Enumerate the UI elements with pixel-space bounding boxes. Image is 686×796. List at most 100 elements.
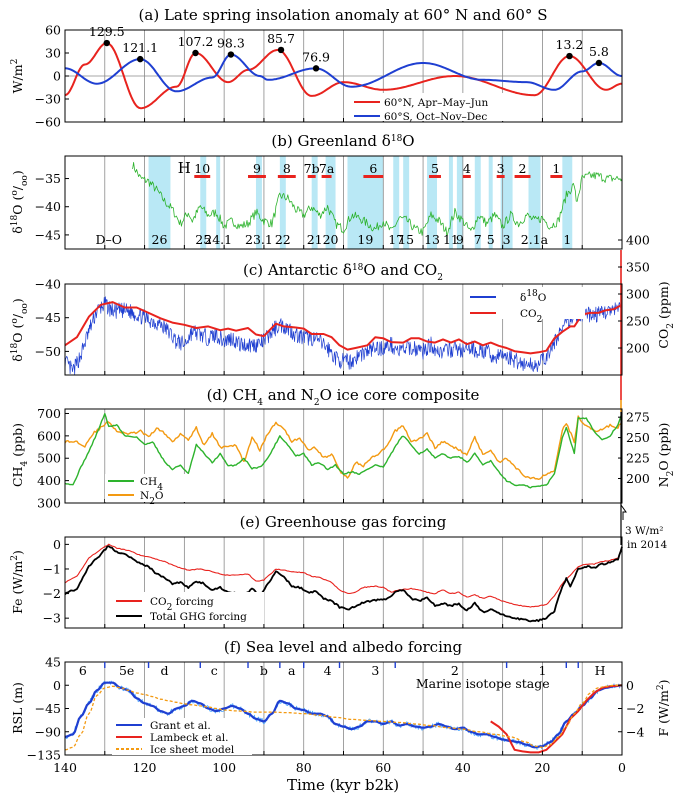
panel-f-y2tick-label: −4: [626, 724, 644, 739]
interstadial-label: 20: [323, 232, 339, 247]
peak-label: 129.5: [89, 24, 125, 39]
heinrich-event-bar: [277, 175, 296, 178]
interstadial-band: [448, 156, 453, 249]
legend-text-grant: Grant et al.: [150, 720, 211, 732]
interstadial-label: 5: [487, 232, 495, 247]
panel-f-title: (f) Sea level and albedo forcing: [224, 638, 463, 656]
interstadial-band: [528, 156, 541, 249]
marine-stage-label: b: [260, 663, 268, 678]
peak-label: 13.2: [556, 37, 584, 52]
panel-e-ylabel: Fe (W/m2): [10, 550, 25, 614]
interstadial-band: [562, 156, 573, 249]
heinrich-event-bar: [429, 175, 441, 178]
panel-c-y2tick-label: 200: [626, 341, 650, 356]
panel-e-ytick-label: −2: [43, 586, 61, 601]
peak-marker: [595, 59, 603, 67]
peak-marker: [192, 49, 199, 57]
marine-stage-label: a: [288, 663, 296, 678]
peak-marker: [227, 51, 235, 58]
heinrich-event-bar: [194, 175, 211, 178]
lambeck-series: [490, 684, 623, 754]
peak-marker: [277, 46, 285, 54]
panel-c-y2tick-label: 250: [626, 314, 650, 329]
total-ghg-forcing-series: [64, 545, 623, 623]
panel-f-ytick-label: −135: [27, 748, 61, 763]
peak-label: 107.2: [178, 34, 214, 49]
n2o-series: [64, 415, 623, 480]
x-tick-label: 140: [53, 760, 77, 775]
interstadial-label: 17: [388, 232, 404, 247]
panel-e-ytick-label: 0: [53, 537, 61, 552]
peak-label: 76.9: [302, 49, 330, 64]
legend-text-co2-forcing: CO2 forcing: [150, 596, 214, 613]
panel-d-ytick-label: 400: [37, 473, 61, 488]
panel-c-y2tick-label: 300: [626, 287, 650, 302]
panel-b-ylabel: δ18O (o/oo): [10, 170, 30, 233]
marine-stage-label: 1: [538, 663, 546, 678]
heinrich-event-label: 7b: [304, 161, 320, 176]
panel-a-title: (a) Late spring insolation anomaly at 60…: [139, 6, 548, 24]
interstadial-band: [393, 156, 400, 249]
interstadial-label: 22: [275, 232, 291, 247]
panel-c-y2label: CO2 (ppm): [656, 281, 676, 348]
interstadial-band: [255, 156, 262, 249]
panel-d-ytick-label: 300: [37, 496, 61, 511]
heinrich-event-label: 3: [497, 161, 505, 176]
panel-c-ytick-label: −50: [35, 344, 61, 359]
legend-text-ice-sheet: Ice sheet model: [150, 744, 235, 756]
ch4-series: [64, 413, 623, 489]
panel-d-ytick-label: 600: [37, 428, 61, 443]
marine-stage-label: 5e: [119, 663, 134, 678]
co2-series: [64, 301, 623, 355]
heinrich-event-label: 6: [369, 161, 377, 176]
x-tick-label: 80: [296, 760, 312, 775]
panel-d-ytick-label: 700: [37, 406, 61, 421]
panel-f-y2tick-label: 0: [626, 678, 634, 693]
x-tick-label: 100: [212, 760, 236, 775]
heinrich-event-bar: [248, 175, 266, 178]
panel-f-ytick-label: 45: [45, 655, 61, 670]
legend-text-60s: 60°S, Oct–Nov–Dec: [384, 111, 487, 123]
panel-f-y2label: F (W/m2): [656, 679, 671, 736]
marine-stage-label: H: [595, 663, 606, 678]
panel-f-ylabel: RSL (m): [10, 682, 25, 734]
interstadial-label: 2.1a: [521, 232, 549, 247]
peak-label: 5.8: [589, 44, 609, 59]
panel-f-y2tick-label: −2: [626, 701, 644, 716]
panel-f-ytick-label: 0: [53, 678, 61, 693]
interstadial-band: [456, 156, 463, 249]
x-tick-label: 40: [455, 760, 471, 775]
x-tick-label: 60: [375, 760, 391, 775]
panel-a-ytick-label: 0: [53, 69, 61, 84]
interstadial-label: 1: [563, 232, 571, 247]
panel-d-y2label: N2O (ppb): [656, 423, 676, 488]
panel-e-title: (e) Greenhouse gas forcing: [240, 513, 447, 531]
interstadial-label: 13: [424, 232, 440, 247]
annotation-3wm2: 3 W/m²: [625, 525, 664, 537]
heinrich-event-bar: [321, 175, 332, 178]
peak-marker: [566, 52, 573, 60]
legend-box: [105, 474, 195, 502]
interstadial-label: 3: [503, 232, 511, 247]
panel-d-ylabel: CH4 (ppb): [10, 423, 30, 487]
panel-d-y2tick-label: 225: [626, 451, 650, 466]
interstadial-label: 9: [456, 232, 464, 247]
x-axis-label: Time (kyr b2k): [287, 776, 399, 794]
heinrich-event-bar: [514, 175, 531, 178]
panel-a-ytick-label: −60: [35, 115, 61, 130]
heinrich-event-bar: [550, 175, 563, 178]
marine-stage-label: 3: [371, 663, 379, 678]
heinrich-event-label: 2: [519, 161, 527, 176]
panel-a-ylabel: W/m2: [10, 59, 25, 94]
antarctic-d18o-series: [64, 296, 623, 375]
panel-f-ytick-label: −45: [35, 701, 61, 716]
panel-c-y2tick-label: 350: [626, 260, 650, 275]
heinrich-event-label: 7a: [319, 161, 335, 176]
interstadial-label: 26: [152, 232, 168, 247]
marine-stage-label: 4: [324, 663, 332, 678]
interstadial-band: [347, 156, 384, 249]
x-tick-label: 20: [534, 760, 550, 775]
co2-forcing-series: [64, 543, 623, 608]
heinrich-h-label: H: [178, 159, 191, 177]
